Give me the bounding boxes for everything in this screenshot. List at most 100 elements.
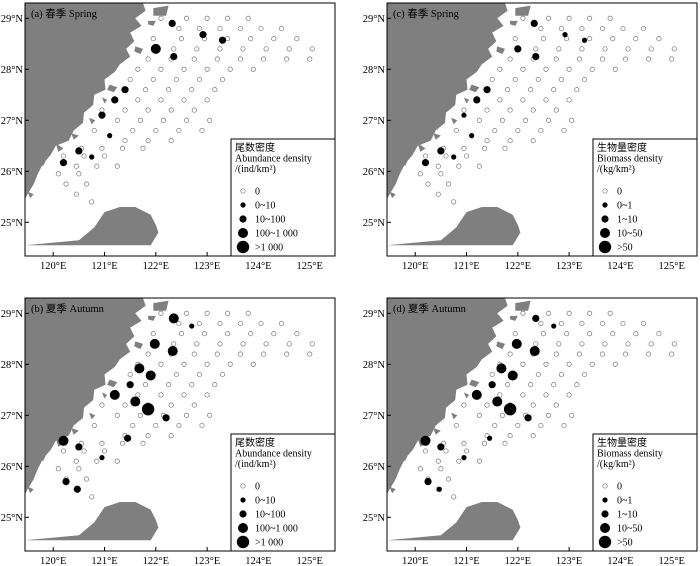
station-zero	[176, 127, 182, 134]
station-zero	[492, 422, 498, 429]
station-zero	[189, 382, 195, 388]
x-tick-label: 124°E	[607, 556, 633, 566]
station-class-3	[471, 389, 482, 400]
station-zero	[481, 145, 488, 151]
station-zero	[271, 36, 277, 42]
station-zero	[566, 392, 572, 398]
station-zero	[145, 56, 151, 62]
x-tick-label: 120°E	[402, 556, 428, 566]
station-zero	[543, 66, 549, 72]
island	[451, 412, 458, 420]
station-zero	[463, 153, 470, 159]
station-class-2	[483, 86, 491, 94]
station-zero	[135, 66, 141, 72]
station-zero	[417, 466, 423, 472]
station-zero	[476, 163, 482, 169]
station-class-1	[189, 323, 195, 329]
station-zero	[237, 56, 244, 62]
x-tick-label: 122°E	[505, 261, 531, 272]
station-zero	[225, 310, 231, 316]
station-zero	[492, 127, 498, 134]
station-zero	[168, 402, 174, 408]
x-tick-label: 123°E	[556, 556, 582, 566]
station-zero	[309, 46, 315, 52]
y-tick-label: 29°N	[363, 14, 386, 25]
y-tick-label: 26°N	[1, 167, 24, 178]
station-zero	[122, 107, 128, 113]
station-zero	[145, 433, 151, 439]
station-zero	[425, 181, 431, 187]
station-zero	[507, 433, 513, 439]
station-zero	[646, 351, 652, 357]
station-zero	[579, 46, 585, 52]
x-tick-label: 120°E	[40, 261, 66, 272]
legend-symbol	[240, 188, 246, 194]
station-zero	[207, 117, 213, 123]
station-class-2	[62, 478, 70, 486]
station-zero	[507, 107, 513, 113]
station-zero	[84, 476, 90, 482]
station-zero	[219, 76, 226, 83]
legend-class-label: 100~1 000	[255, 229, 298, 240]
legend-title-line: 尾数密度	[235, 436, 275, 449]
station-zero	[569, 117, 575, 123]
station-zero	[217, 25, 223, 32]
station-zero	[153, 422, 159, 429]
island	[392, 176, 398, 183]
island	[71, 133, 79, 140]
station-zero	[294, 331, 300, 337]
station-zero	[558, 25, 564, 32]
station-zero	[173, 76, 179, 83]
station-zero	[599, 25, 606, 32]
island	[153, 300, 169, 311]
station-zero	[114, 412, 120, 418]
station-zero	[538, 320, 544, 327]
station-zero	[184, 15, 190, 21]
station-zero	[181, 66, 187, 72]
station-zero	[484, 107, 490, 113]
y-tick-label: 29°N	[1, 14, 24, 25]
island	[399, 160, 408, 167]
mainland-coast	[387, 298, 508, 495]
island	[101, 97, 108, 104]
station-zero	[515, 127, 521, 134]
panel-frame	[24, 297, 336, 552]
station-zero	[171, 46, 177, 52]
station-zero	[158, 66, 164, 72]
station-zero	[435, 163, 441, 169]
x-tick-label: 121°E	[453, 556, 479, 566]
station-zero	[561, 422, 567, 429]
station-zero	[135, 392, 141, 398]
map-panel-a: 120°E 121°E 122°E 123°E 124°E 125°E 29°N 28°N 27…	[1, 2, 336, 272]
station-zero	[130, 127, 136, 134]
station-zero	[625, 46, 631, 52]
x-tick-label: 125°E	[297, 556, 323, 566]
station-zero	[546, 412, 552, 418]
station-class-3	[109, 389, 120, 400]
station-zero	[553, 107, 559, 113]
station-zero	[260, 56, 267, 62]
station-zero	[566, 97, 572, 103]
station-zero	[589, 66, 595, 72]
station-zero	[581, 371, 588, 378]
x-tick-label: 123°E	[194, 261, 220, 272]
legend-symbol	[598, 535, 612, 549]
station-zero	[461, 145, 467, 151]
island	[148, 20, 156, 26]
island	[496, 341, 505, 349]
station-zero	[286, 46, 292, 52]
island	[496, 46, 505, 54]
station-zero	[150, 331, 156, 337]
island	[89, 412, 96, 420]
legend-title-line: /(ind/km²)	[235, 459, 276, 470]
legend-class-label: 1~10	[617, 510, 637, 521]
station-zero	[286, 341, 292, 347]
mainland-coast	[25, 298, 146, 495]
station-zero	[574, 382, 580, 388]
station-zero	[199, 127, 205, 134]
taiwan-island	[25, 502, 159, 541]
x-tick-label: 122°E	[143, 261, 169, 272]
station-class-2	[98, 111, 106, 119]
legend-class-label: >1 000	[255, 243, 283, 254]
station-zero	[540, 36, 547, 42]
